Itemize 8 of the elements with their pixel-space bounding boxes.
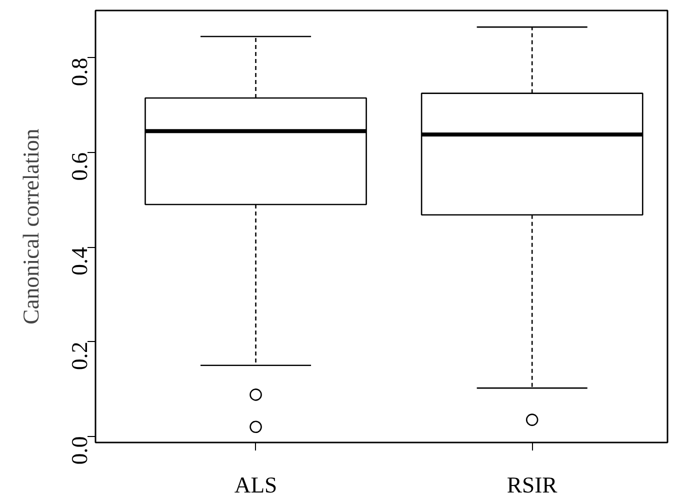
x-tick-label: ALS (234, 472, 278, 498)
y-axis-title: Canonical correlation (18, 128, 44, 324)
y-tick-label: 0.0 (67, 436, 92, 465)
y-tick-label: 0.2 (67, 342, 92, 370)
x-tick-label: RSIR (506, 472, 558, 498)
y-tick-label: 0.4 (67, 247, 92, 276)
y-tick-label: 0.6 (67, 152, 92, 181)
y-tick-label: 0.8 (67, 58, 92, 86)
